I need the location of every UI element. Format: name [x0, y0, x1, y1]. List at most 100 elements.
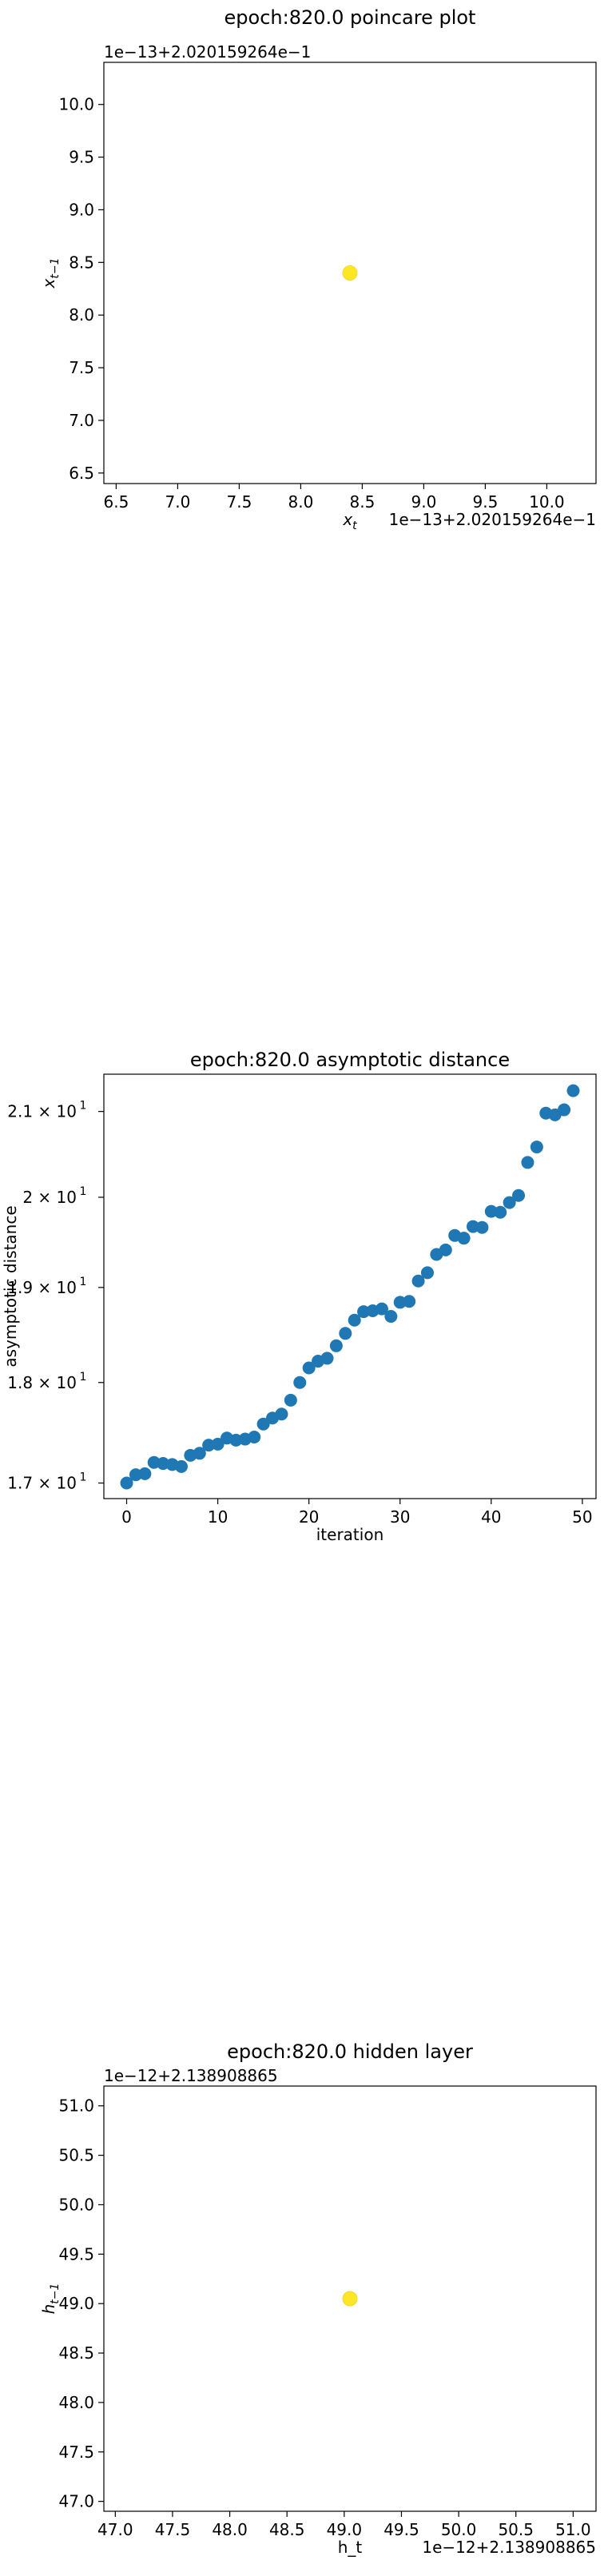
- y-tick-label: 2 × 10: [22, 1188, 77, 1207]
- data-point-37: [457, 1232, 471, 1245]
- y-axis-ticks: 6.5 7.0 7.5 8.0 8.5 9.0 9.5 10.0: [58, 95, 104, 483]
- data-point-0: [342, 265, 358, 281]
- data-points: [342, 2291, 358, 2307]
- x-tick-label: 8.0: [288, 492, 313, 512]
- x-tick-label: 49.5: [383, 2520, 419, 2539]
- x-tick-label: 40: [481, 1507, 501, 1527]
- data-point-28: [375, 1302, 388, 1316]
- x-tick-label: 51.0: [555, 2520, 591, 2539]
- data-point-44: [521, 1156, 534, 1169]
- x-axis-label: xt: [342, 510, 357, 532]
- x-tick-label: 10: [208, 1507, 228, 1527]
- y-axis-label: xt−1: [39, 258, 62, 289]
- data-point-25: [348, 1313, 361, 1327]
- y-tick-label: 6.5: [69, 464, 94, 483]
- x-offset-label: 1e−12+2.138908865: [422, 2538, 596, 2557]
- y-tick-label: 48.0: [58, 2393, 94, 2412]
- chart-3: epoch:820.0 hidden layer 47.0 47.5 48.0 48.5…: [39, 2040, 597, 2557]
- x-tick-label: 8.5: [349, 492, 375, 512]
- y-tick-label: 47.5: [58, 2443, 94, 2462]
- data-point-15: [256, 1417, 270, 1431]
- y-tick-label: 8.0: [69, 305, 94, 324]
- y-tick-exponent: 1: [80, 1185, 87, 1198]
- y-tick-exponent: 1: [80, 1471, 87, 1484]
- y-tick-label: 10.0: [58, 95, 94, 114]
- x-tick-label: 50: [572, 1507, 592, 1527]
- data-point-33: [420, 1266, 434, 1280]
- y-tick-label: 1.7 × 10: [7, 1474, 77, 1493]
- x-axis-ticks: 47.0 47.5 48.0 48.5 49.0 49.5 50.0 50.5 51.0: [97, 2511, 591, 2539]
- y-tick-label: 7.5: [69, 358, 94, 377]
- x-axis-ticks: 0 10 20 30 40 50: [121, 1499, 593, 1527]
- y-tick-label: 50.5: [58, 2146, 94, 2165]
- data-point-29: [384, 1310, 398, 1324]
- data-point-18: [284, 1393, 297, 1407]
- data-point-0: [342, 2291, 358, 2307]
- y-tick-label: 49.5: [58, 2244, 94, 2263]
- x-tick-label: 30: [390, 1507, 410, 1527]
- x-tick-label: 10.0: [529, 492, 565, 512]
- chart-title: epoch:820.0 asymptotic distance: [190, 1049, 510, 1071]
- data-point-20: [302, 1361, 316, 1375]
- y-tick-label: 48.5: [58, 2343, 94, 2363]
- x-tick-label: 0: [121, 1507, 132, 1527]
- data-point-31: [403, 1295, 416, 1308]
- data-point-2: [138, 1467, 152, 1480]
- data-point-45: [530, 1141, 543, 1154]
- x-tick-label: 20: [299, 1507, 319, 1527]
- data-point-41: [494, 1205, 507, 1219]
- x-tick-label: 48.5: [269, 2520, 305, 2539]
- x-axis-label: h_t: [338, 2538, 363, 2557]
- data-point-22: [320, 1352, 334, 1365]
- x-tick-label: 48.0: [212, 2520, 248, 2539]
- y-tick-label: 50.0: [58, 2195, 94, 2214]
- chart-title: epoch:820.0 poincare plot: [225, 6, 476, 29]
- y-offset-label: 1e−12+2.138908865: [104, 2066, 278, 2085]
- y-tick-exponent: 1: [80, 1371, 87, 1384]
- y-tick-label: 47.0: [58, 2492, 94, 2511]
- x-tick-label: 47.5: [155, 2520, 191, 2539]
- data-point-14: [248, 1431, 261, 1444]
- data-point-10: [211, 1437, 225, 1451]
- data-point-6: [174, 1459, 188, 1473]
- x-tick-label: 9.5: [472, 492, 498, 512]
- data-point-24: [339, 1327, 352, 1340]
- x-tick-label: 7.0: [165, 492, 190, 512]
- y-tick-label: 49.0: [58, 2294, 94, 2313]
- data-point-8: [193, 1447, 206, 1460]
- chart-2: epoch:820.0 asymptotic distance 0 10 20 30 40…: [1, 1049, 597, 1544]
- data-point-0: [120, 1476, 133, 1490]
- y-axis-ticks: 47.0 47.5 48.0 48.5 49.0 49.5 50.0 50.5 51.0: [58, 2096, 104, 2511]
- y-tick-label: 7.0: [69, 411, 94, 430]
- x-tick-label: 47.0: [97, 2520, 133, 2539]
- y-tick-label: 8.5: [69, 253, 94, 272]
- x-offset-label: 1e−13+2.020159264e−1: [389, 510, 596, 529]
- y-axis-label: asymptotic distance: [1, 1205, 20, 1367]
- y-tick-label: 1.9 × 10: [7, 1278, 77, 1297]
- x-tick-label: 6.5: [103, 492, 129, 512]
- plot-frame: [103, 1073, 597, 1499]
- chart-1: epoch:820.0 poincare plot 6.5 7.0 7.5 8.0 8.5…: [39, 6, 597, 532]
- data-point-19: [293, 1376, 307, 1389]
- plot-frame: [103, 62, 597, 484]
- y-tick-exponent: 1: [80, 1100, 87, 1113]
- x-tick-label: 50.5: [498, 2520, 534, 2539]
- x-axis-ticks: 6.5 7.0 7.5 8.0 8.5 9.0 9.5 10.0: [103, 484, 565, 512]
- data-point-48: [558, 1103, 571, 1117]
- plot-frame: [103, 2085, 597, 2512]
- y-tick-label: 51.0: [58, 2096, 94, 2116]
- y-tick-label: 2.1 × 10: [7, 1102, 77, 1121]
- x-tick-label: 50.0: [441, 2520, 477, 2539]
- x-tick-label: 7.5: [226, 492, 252, 512]
- data-point-42: [503, 1196, 516, 1209]
- x-tick-label: 49.0: [327, 2520, 363, 2539]
- y-tick-exponent: 1: [80, 1276, 87, 1288]
- data-points: [342, 265, 358, 281]
- y-tick-label: 9.0: [69, 200, 94, 219]
- y-offset-label: 1e−13+2.020159264e−1: [104, 42, 311, 62]
- data-point-43: [512, 1188, 526, 1202]
- y-tick-label: 9.5: [69, 148, 94, 167]
- y-tick-label: 1.8 × 10: [7, 1373, 77, 1392]
- y-axis-label: ht−1: [39, 2283, 62, 2315]
- data-point-23: [329, 1339, 343, 1352]
